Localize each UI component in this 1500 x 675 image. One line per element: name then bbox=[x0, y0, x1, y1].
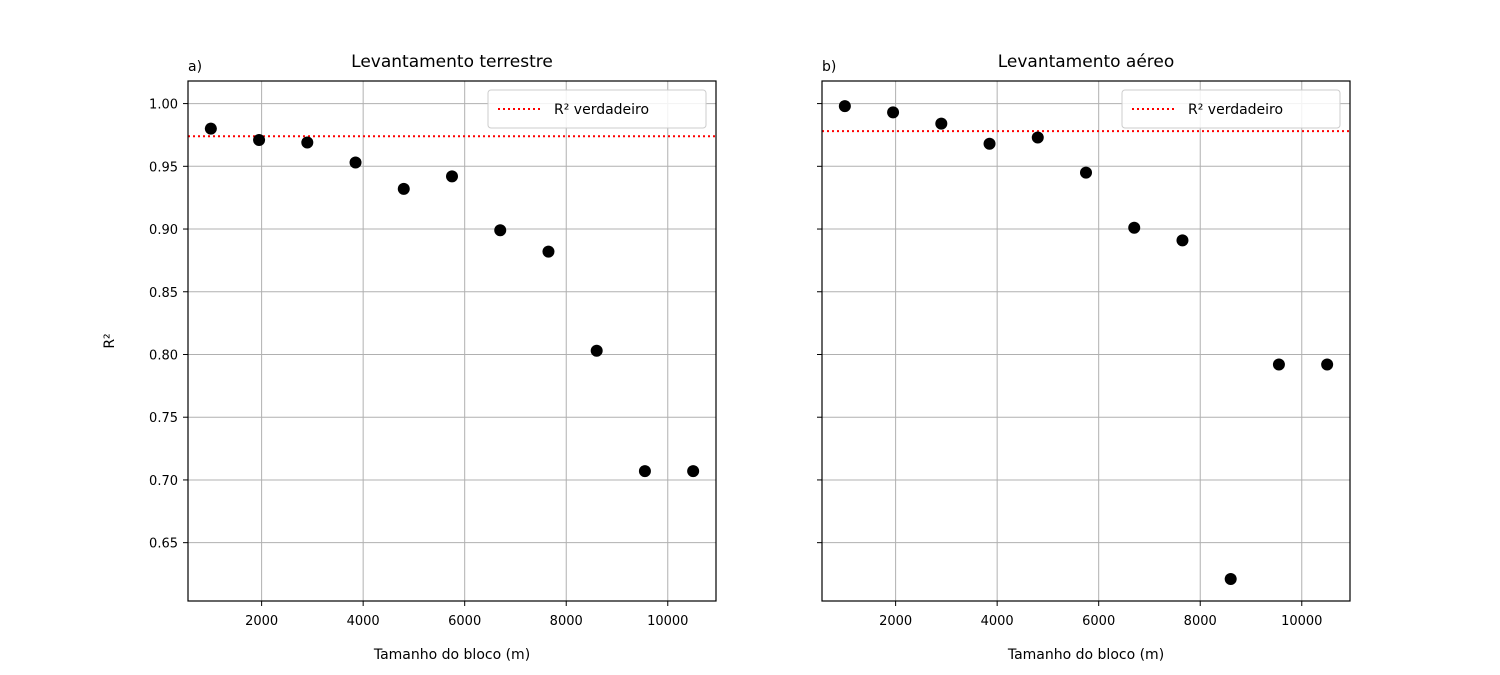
data-point bbox=[1224, 573, 1237, 586]
legend: R² verdadeiro bbox=[1121, 89, 1341, 129]
data-point bbox=[253, 133, 266, 146]
data-point bbox=[1321, 358, 1334, 371]
data-point bbox=[838, 100, 851, 113]
y-tick-label: 0.65 bbox=[149, 537, 178, 552]
data-point bbox=[397, 182, 410, 195]
panel-letter: b) bbox=[822, 59, 836, 75]
chart-panel-a: 2000 4000 6000 8000 10000 0.65 0.70 0.75 0.80 0.8… bbox=[102, 52, 717, 663]
x-tick-label: 10000 bbox=[1281, 614, 1322, 629]
x-tick-label: 2000 bbox=[879, 614, 912, 629]
data-point bbox=[887, 106, 900, 119]
x-axis-label: Tamanho do bloco (m) bbox=[373, 647, 530, 663]
y-tick-label: 0.95 bbox=[149, 160, 178, 175]
x-tick-label: 8000 bbox=[1184, 614, 1217, 629]
data-point bbox=[590, 344, 603, 357]
legend-box bbox=[487, 89, 707, 129]
data-point bbox=[1080, 166, 1092, 179]
x-tick-label: 2000 bbox=[245, 614, 278, 629]
y-tick-label: 0.75 bbox=[149, 411, 178, 426]
data-point bbox=[494, 224, 507, 237]
data-point bbox=[1031, 131, 1044, 144]
x-tick-label: 6000 bbox=[448, 614, 481, 629]
legend-label: R² verdadeiro bbox=[554, 102, 649, 118]
data-point bbox=[1176, 234, 1189, 247]
data-point bbox=[446, 170, 458, 183]
chart-title: Levantamento aéreo bbox=[998, 52, 1175, 72]
data-point bbox=[983, 137, 996, 150]
x-tick-label: 10000 bbox=[647, 614, 688, 629]
y-tick-label: 0.85 bbox=[149, 286, 178, 301]
plot-frame bbox=[821, 80, 1351, 602]
data-point bbox=[204, 122, 217, 135]
panel-letter: a) bbox=[188, 59, 202, 75]
data-point bbox=[638, 465, 651, 478]
data-point bbox=[687, 465, 700, 478]
data-point bbox=[542, 245, 555, 258]
legend-label: R² verdadeiro bbox=[1188, 102, 1283, 118]
data-point bbox=[1272, 358, 1285, 371]
y-tick-label: 0.80 bbox=[149, 348, 178, 363]
chart-panel-b: 2000 4000 6000 8000 10000 Tamanho do bloco (m… bbox=[817, 52, 1351, 663]
x-tick-label: 4000 bbox=[981, 614, 1014, 629]
y-axis-label: R² bbox=[102, 333, 118, 348]
y-tick-label: 0.90 bbox=[149, 223, 178, 238]
x-tick-label: 6000 bbox=[1082, 614, 1115, 629]
x-axis-label: Tamanho do bloco (m) bbox=[1007, 647, 1164, 663]
data-point bbox=[349, 156, 362, 169]
legend: R² verdadeiro bbox=[487, 89, 707, 129]
chart-title: Levantamento terrestre bbox=[351, 52, 553, 72]
x-tick-label: 8000 bbox=[550, 614, 583, 629]
y-tick-label: 1.00 bbox=[149, 98, 178, 113]
data-point bbox=[935, 117, 948, 130]
y-tick-label: 0.70 bbox=[149, 474, 178, 489]
data-point bbox=[1128, 221, 1141, 234]
x-tick-label: 4000 bbox=[347, 614, 380, 629]
legend-box bbox=[1121, 89, 1341, 129]
data-point bbox=[301, 136, 314, 149]
plot-frame bbox=[187, 80, 717, 602]
